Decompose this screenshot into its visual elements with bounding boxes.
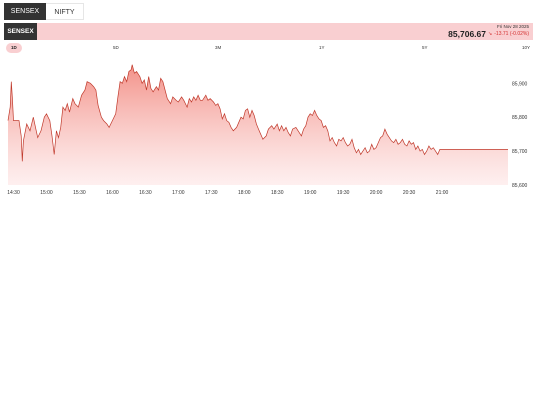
quote-price: 85,706.67 — [448, 29, 486, 39]
quote-change-value: -13.71 (-0.02%) — [494, 31, 529, 37]
quote-change: ↘ -13.71 (-0.02%) — [488, 31, 529, 37]
tab-sensex[interactable]: SENSEX — [4, 3, 46, 20]
price-line — [7, 64, 508, 162]
index-tabs: SENSEX NIFTY — [4, 3, 84, 20]
range-selector: 1D 5D 3M 1Y 5Y 10Y — [4, 43, 533, 53]
y-tick-label: 85,700 — [512, 149, 528, 155]
index-name-badge: SENSEX — [4, 23, 37, 40]
x-tick-label: 21:00 — [436, 190, 449, 196]
x-tick-label: 17:30 — [205, 190, 218, 196]
x-tick-label: 16:00 — [106, 190, 119, 196]
x-tick-label: 15:30 — [73, 190, 86, 196]
x-tick-label: 15:00 — [40, 190, 53, 196]
y-axis: 85,900 85,800 85,700 85,600 — [512, 81, 528, 189]
y-tick-label: 85,800 — [512, 115, 528, 121]
x-tick-label: 20:00 — [370, 190, 383, 196]
x-tick-label: 16:30 — [139, 190, 152, 196]
down-arrow-icon: ↘ — [488, 31, 493, 37]
x-tick-label: 18:00 — [238, 190, 251, 196]
range-5y[interactable]: 5Y — [422, 45, 428, 50]
range-10y[interactable]: 10Y — [522, 45, 531, 50]
y-tick-label: 85,600 — [512, 183, 528, 189]
x-tick-label: 14:30 — [7, 190, 20, 196]
quote-date: Fri Nov 28 2025 — [496, 24, 529, 29]
price-area — [8, 64, 508, 185]
x-tick-label: 20:30 — [403, 190, 416, 196]
x-tick-label: 19:30 — [337, 190, 350, 196]
x-tick-label: 17:00 — [172, 190, 185, 196]
x-tick-label: 19:00 — [304, 190, 317, 196]
tab-nifty[interactable]: NIFTY — [46, 3, 84, 20]
y-tick-label: 85,900 — [512, 81, 528, 87]
range-3m[interactable]: 3M — [215, 45, 222, 50]
range-5d[interactable]: 5D — [113, 45, 119, 50]
quote-header: SENSEX Fri Nov 28 2025 85,706.67 ↘ -13.71… — [4, 23, 533, 40]
x-axis: 14:30 15:00 15:30 16:00 16:30 17:00 17:30 18:00… — [7, 190, 448, 196]
range-1d[interactable]: 1D — [6, 43, 22, 53]
range-1y[interactable]: 1Y — [319, 45, 325, 50]
x-tick-label: 18:30 — [271, 190, 284, 196]
